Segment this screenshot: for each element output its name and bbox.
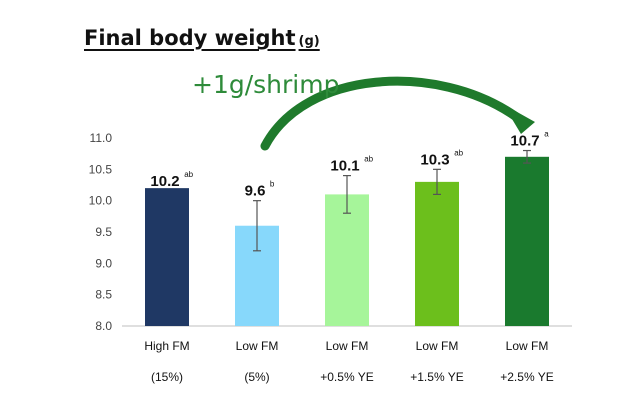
chart-title: Final body weight (g) (84, 26, 320, 50)
x-tick-label-4-line1: Low FM (506, 339, 549, 353)
error-bar-4 (523, 149, 531, 164)
improvement-arrow-body (260, 76, 520, 151)
bar-4 (505, 156, 549, 326)
annotation-text: +1g/shrimp (192, 70, 340, 99)
x-tick-label-3-line2: +1.5% YE (410, 370, 463, 384)
y-tick-label-2: 9.0 (95, 256, 112, 270)
x-tick-label-2-line1: Low FM (326, 339, 369, 353)
value-label-3: 10.3 (420, 151, 449, 168)
x-tick-label-3-line1: Low FM (416, 339, 459, 353)
x-tick-label-1-line1: Low FM (236, 339, 279, 353)
x-tick-label-2-line2: +0.5% YE (320, 370, 373, 384)
bar-layer: 10.2 ab 9.6 b 10.1 ab 10.3 ab 10.7 a (145, 130, 549, 326)
bar-2 (325, 194, 369, 326)
significance-label-0: ab (184, 170, 193, 179)
value-label-2: 10.1 (330, 158, 359, 175)
error-bar-3 (433, 168, 441, 195)
axis-layer: 8.0 8.5 9.0 9.5 10.0 10.5 11.0 High FM (15%) Low … (89, 131, 572, 384)
chart-title-text: Final body weight (84, 26, 296, 50)
x-tick-label-1-line2: (5%) (244, 370, 269, 384)
improvement-arrow-head (503, 104, 535, 134)
y-tick-label-1: 8.5 (95, 288, 112, 302)
y-tick-label-3: 9.5 (95, 225, 112, 239)
error-bar-2 (343, 175, 351, 214)
y-tick-label-6: 11.0 (90, 131, 113, 145)
y-tick-label-5: 10.5 (89, 162, 113, 176)
significance-label-2: ab (364, 155, 373, 164)
chart-title-unit: (g) (298, 34, 320, 49)
value-label-0: 10.2 (150, 173, 179, 190)
y-tick-label-4: 10.0 (89, 194, 113, 208)
y-tick-label-0: 8.0 (95, 319, 112, 333)
bar-3 (415, 181, 459, 326)
value-label-4: 10.7 (510, 133, 539, 150)
value-label-1: 9.6 (245, 183, 266, 200)
significance-label-3: ab (454, 148, 463, 157)
x-tick-label-4-line2: +2.5% YE (500, 370, 553, 384)
x-tick-label-0-line2: (15%) (151, 370, 183, 384)
x-tick-label-0-line1: High FM (144, 339, 189, 353)
bar-0 (145, 188, 189, 326)
significance-label-4: a (544, 130, 549, 139)
error-bar-1 (253, 200, 261, 252)
significance-label-1: b (270, 180, 275, 189)
arrow-layer (260, 76, 535, 151)
